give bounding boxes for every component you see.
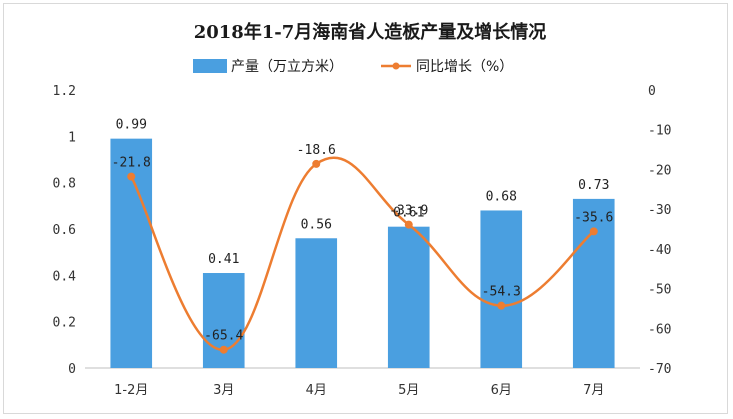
line-value-label: -65.4 (204, 329, 243, 344)
line-point (312, 159, 321, 168)
right-tick-label: -50 (648, 283, 671, 298)
right-tick-label: -20 (648, 163, 671, 178)
line-point (127, 172, 136, 181)
bar (572, 198, 615, 368)
right-tick-label: -60 (648, 322, 671, 337)
line-point (404, 220, 413, 229)
bar (387, 226, 430, 368)
x-tick-label: 7月 (583, 383, 604, 398)
legend-swatch-marker (392, 62, 400, 70)
x-tick-label: 5月 (398, 383, 419, 398)
x-tick-label: 1-2月 (114, 383, 148, 398)
bar-value-label: 0.99 (116, 118, 147, 133)
line-point (497, 301, 506, 310)
bar (480, 210, 523, 368)
right-tick-label: -10 (648, 124, 671, 139)
right-axis: -70 -60 -50 -40 -30 -20 -10 0 (648, 84, 671, 377)
left-tick-label: 0.8 (53, 177, 76, 192)
bar (295, 238, 338, 368)
right-tick-label: 0 (648, 84, 656, 99)
line-value-label: -35.6 (574, 210, 613, 225)
legend-swatch-bar (193, 59, 227, 73)
bar-value-label: 0.73 (578, 178, 609, 193)
left-tick-label: 0.4 (53, 269, 77, 284)
right-tick-label: -40 (648, 243, 671, 258)
legend-label-line: 同比增长（%） (416, 59, 513, 75)
line-series (127, 156, 598, 354)
left-tick-label: 0.2 (53, 316, 76, 331)
line-point (219, 345, 228, 354)
line-value-label: -33.9 (389, 204, 428, 219)
x-tick-label: 6月 (491, 383, 512, 398)
left-tick-label: 1.2 (53, 84, 76, 99)
x-axis-ticks: 1-2月 3月 4月 5月 6月 7月 (114, 383, 604, 398)
chart-title: 2018年1-7月海南省人造板产量及增长情况 (194, 21, 547, 43)
line-value-label: -18.6 (297, 143, 336, 158)
bar-value-label: 0.61 (393, 206, 424, 221)
left-tick-label: 0 (68, 362, 76, 377)
left-tick-label: 1 (68, 130, 76, 145)
bar (202, 273, 245, 368)
x-tick-label: 4月 (306, 383, 327, 398)
right-tick-label: -70 (648, 362, 671, 377)
left-tick-label: 0.6 (53, 223, 76, 238)
bar-value-label: 0.41 (208, 252, 239, 267)
legend: 产量（万立方米） 同比增长（%） (193, 59, 513, 75)
line-point (589, 227, 598, 236)
bar-value-label: 0.56 (301, 217, 332, 232)
bar-value-label: 0.68 (486, 189, 517, 204)
x-tick-label: 3月 (213, 383, 234, 398)
data-labels: 0.99 -21.8 0.41 -65.4 0.56 -18.6 0.61-33.9 0.68… (112, 118, 614, 344)
right-tick-label: -30 (648, 203, 671, 218)
left-axis: 0 0.2 0.4 0.6 0.8 1 1.2 (53, 84, 77, 377)
line-value-label: -54.3 (482, 285, 521, 300)
growth-line (130, 156, 595, 351)
line-value-label: -21.8 (112, 156, 151, 171)
legend-label-bar: 产量（万立方米） (231, 59, 343, 75)
